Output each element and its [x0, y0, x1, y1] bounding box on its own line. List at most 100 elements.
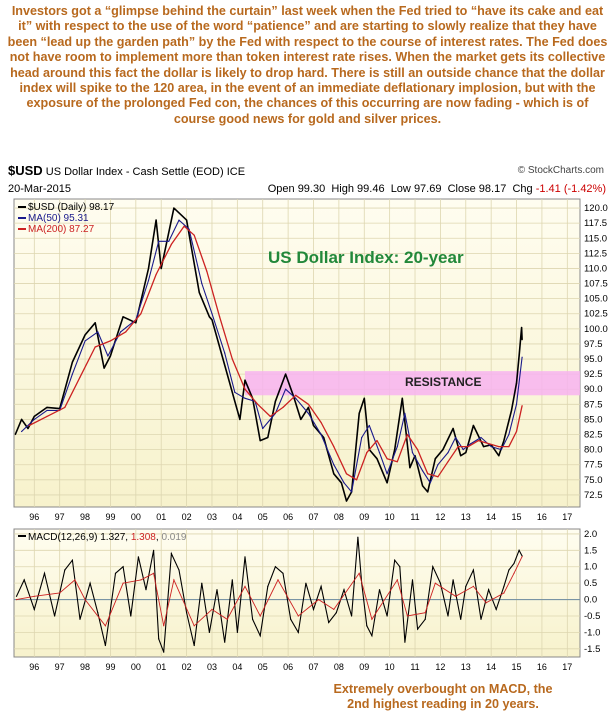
series-0-point	[333, 473, 335, 475]
series-0-point	[135, 322, 137, 324]
macd-series-0-point	[411, 579, 414, 581]
series-1-point	[429, 482, 431, 484]
series-2-point	[498, 446, 500, 448]
series-2-point	[447, 461, 449, 463]
series-1-point	[307, 412, 309, 414]
macd-series-0-point	[503, 585, 505, 587]
series-2-point	[406, 433, 408, 436]
macd-series-line-1	[16, 556, 523, 627]
footer-line-1: Extremely overbought on MACD, the	[333, 682, 553, 696]
chg-label: Chg	[512, 183, 533, 195]
series-0-point	[323, 436, 325, 439]
series-0-point	[307, 406, 309, 408]
series-0-point	[186, 219, 188, 221]
series-2-point	[376, 440, 378, 442]
macd-series-0-point	[267, 585, 269, 587]
x-tick-label: 06	[283, 512, 293, 522]
series-0-point	[224, 364, 226, 366]
open-value: 99.30	[297, 183, 326, 195]
macd-series-0-point	[508, 569, 510, 571]
series-1-point	[188, 228, 190, 230]
macd-x-tick-label: 05	[258, 662, 268, 672]
macd-series-0-point	[244, 556, 246, 558]
macd-series-1-point	[59, 592, 61, 594]
series-2-point	[508, 446, 510, 448]
macd-series-0-point	[224, 641, 226, 643]
macd-x-tick-label: 17	[562, 662, 572, 672]
series-2-point	[231, 358, 233, 360]
y-tick-label: 77.5	[584, 460, 603, 471]
series-2-point	[109, 340, 111, 342]
legend-price: $USD (Daily) 98.17	[28, 202, 115, 213]
macd-series-0-point	[43, 572, 46, 574]
macd-x-tick-label: 97	[55, 662, 65, 672]
series-0-point	[160, 267, 162, 270]
macd-series-1-point	[226, 618, 228, 620]
series-0-point	[394, 449, 396, 451]
series-2-point	[193, 234, 195, 236]
macd-series-0-point	[33, 608, 35, 610]
series-0-point	[234, 400, 236, 402]
series-0-point	[472, 424, 474, 427]
close-value: 98.17	[478, 183, 507, 195]
y-tick-label: 80.0	[584, 445, 603, 456]
macd-x-tick-label: 16	[537, 662, 547, 672]
macd-series-0-point	[378, 589, 381, 591]
x-tick-label: 98	[80, 512, 90, 522]
series-2-point	[345, 473, 348, 475]
y-tick-label: 112.5	[584, 248, 607, 259]
y-tick-label: 92.5	[584, 369, 603, 380]
macd-series-1-point	[333, 608, 335, 610]
series-1-point	[480, 436, 482, 439]
series-1-point	[244, 397, 246, 399]
macd-series-0-point	[465, 585, 467, 587]
macd-x-tick-label: 15	[512, 662, 522, 672]
series-1-point	[285, 388, 287, 390]
x-tick-label: 02	[182, 512, 192, 522]
series-2-point	[125, 331, 127, 333]
macd-series-0-point	[193, 644, 195, 647]
macd-series-1-point	[406, 615, 408, 617]
y-tick-label: 115.0	[584, 233, 607, 244]
macd-series-0-point	[386, 615, 388, 617]
series-0-point	[515, 382, 518, 384]
series-2-point	[28, 424, 30, 427]
macd-x-tick-label: 99	[105, 662, 115, 672]
high-label: High	[331, 183, 354, 195]
series-1-point	[437, 464, 439, 466]
price-panel	[13, 198, 581, 508]
macd-series-0-point	[480, 618, 482, 620]
series-2-point	[64, 406, 66, 408]
macd-series-1-point	[424, 612, 426, 614]
macd-x-tick-label: 02	[182, 662, 192, 672]
series-2-point	[295, 394, 297, 396]
series-2-point	[488, 443, 490, 445]
macd-series-0-point	[404, 641, 406, 643]
series-2-point	[457, 446, 459, 448]
series-1-point	[515, 403, 518, 405]
macd-y-tick-label: -1.5	[584, 644, 600, 655]
series-1-point	[378, 452, 381, 454]
series-0-point	[340, 482, 342, 484]
series-1-point	[396, 446, 398, 448]
macd-series-0-point	[259, 635, 261, 637]
macd-series-0-point	[343, 589, 345, 591]
exchange-label: ICE	[226, 166, 246, 178]
macd-series-0-point	[186, 612, 188, 614]
series-0-point	[465, 452, 467, 454]
series-1-point	[447, 452, 449, 454]
y-tick-label: 100.0	[584, 324, 608, 335]
macd-series-1-point	[193, 625, 195, 627]
x-tick-label: 03	[207, 512, 217, 522]
series-1-point	[71, 373, 73, 375]
close-label: Close	[447, 183, 476, 195]
macd-series-0-point	[231, 579, 233, 581]
macd-series-0-point	[15, 595, 18, 597]
series-0-point	[274, 400, 276, 402]
macd-series-0-point	[290, 618, 292, 620]
series-0-point	[155, 219, 157, 221]
series-0-point	[363, 397, 365, 399]
macd-series-0-point	[122, 566, 124, 568]
series-1-point	[84, 340, 86, 342]
macd-series-0-point	[439, 582, 441, 584]
